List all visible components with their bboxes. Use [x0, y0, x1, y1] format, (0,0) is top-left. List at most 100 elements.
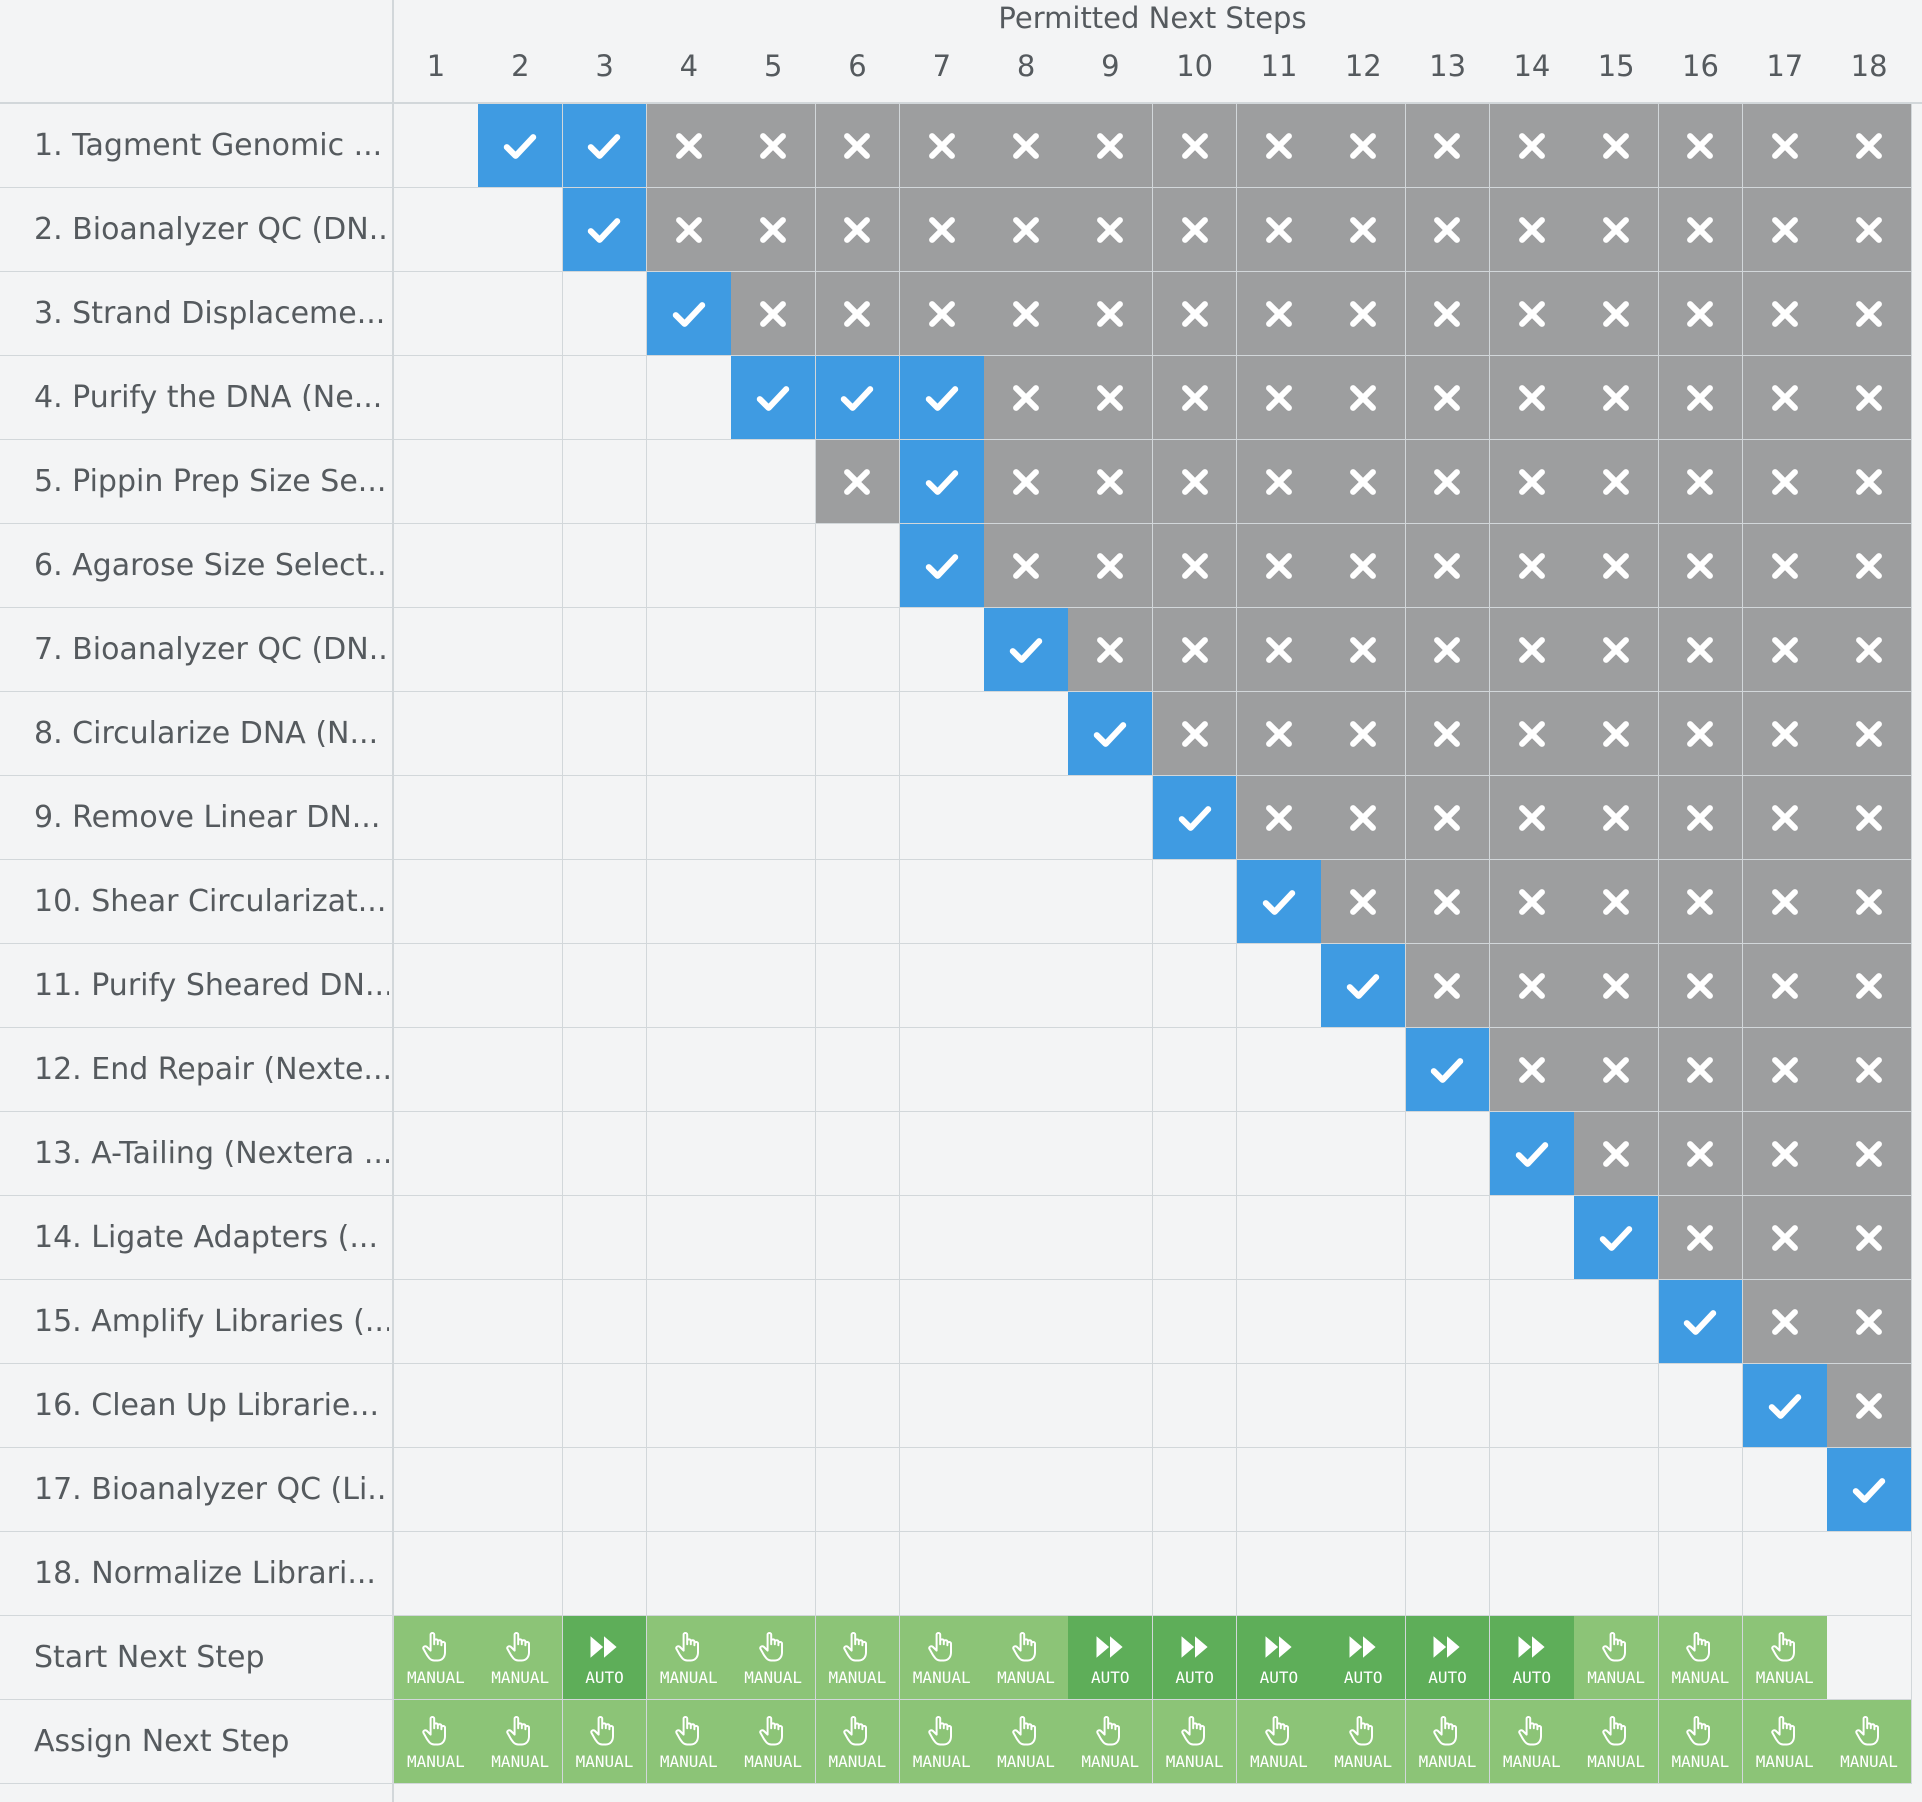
assign-mode-toggle[interactable]: MANUAL [1489, 1700, 1575, 1784]
forbidden-cell[interactable] [1405, 356, 1491, 440]
start-mode-toggle[interactable]: AUTO [1237, 1616, 1322, 1700]
forbidden-cell[interactable] [1321, 440, 1407, 524]
forbidden-cell[interactable] [1405, 188, 1491, 272]
assign-mode-toggle[interactable]: MANUAL [1068, 1700, 1154, 1784]
start-mode-toggle[interactable]: AUTO [1321, 1616, 1407, 1700]
forbidden-cell[interactable] [1827, 1028, 1912, 1112]
start-mode-toggle[interactable]: MANUAL [1658, 1616, 1744, 1700]
forbidden-cell[interactable] [1152, 188, 1238, 272]
forbidden-cell[interactable] [1068, 440, 1154, 524]
forbidden-cell[interactable] [1237, 776, 1322, 860]
forbidden-cell[interactable] [1489, 860, 1575, 944]
forbidden-cell[interactable] [1405, 524, 1491, 608]
permitted-cell[interactable] [1405, 1028, 1491, 1112]
forbidden-cell[interactable] [1152, 608, 1238, 692]
forbidden-cell[interactable] [1574, 440, 1659, 524]
assign-mode-toggle[interactable]: MANUAL [1827, 1700, 1912, 1784]
forbidden-cell[interactable] [1489, 104, 1575, 188]
forbidden-cell[interactable] [1827, 860, 1912, 944]
forbidden-cell[interactable] [1742, 944, 1828, 1028]
assign-mode-toggle[interactable]: MANUAL [1152, 1700, 1238, 1784]
assign-mode-toggle[interactable]: MANUAL [1574, 1700, 1659, 1784]
forbidden-cell[interactable] [1742, 860, 1828, 944]
forbidden-cell[interactable] [899, 188, 985, 272]
forbidden-cell[interactable] [1068, 608, 1154, 692]
forbidden-cell[interactable] [1658, 776, 1744, 860]
start-mode-toggle[interactable]: MANUAL [984, 1616, 1069, 1700]
forbidden-cell[interactable] [1658, 1028, 1744, 1112]
start-mode-toggle[interactable]: MANUAL [899, 1616, 985, 1700]
forbidden-cell[interactable] [1489, 356, 1575, 440]
forbidden-cell[interactable] [1405, 272, 1491, 356]
forbidden-cell[interactable] [1658, 608, 1744, 692]
assign-mode-toggle[interactable]: MANUAL [1321, 1700, 1407, 1784]
forbidden-cell[interactable] [1827, 776, 1912, 860]
permitted-cell[interactable] [984, 608, 1069, 692]
forbidden-cell[interactable] [1827, 524, 1912, 608]
forbidden-cell[interactable] [1574, 104, 1659, 188]
assign-mode-toggle[interactable]: MANUAL [394, 1700, 479, 1784]
permitted-cell[interactable] [1827, 1448, 1912, 1532]
forbidden-cell[interactable] [1237, 692, 1322, 776]
forbidden-cell[interactable] [1742, 104, 1828, 188]
forbidden-cell[interactable] [1321, 356, 1407, 440]
forbidden-cell[interactable] [984, 272, 1069, 356]
forbidden-cell[interactable] [646, 104, 732, 188]
assign-mode-toggle[interactable]: MANUAL [1658, 1700, 1744, 1784]
forbidden-cell[interactable] [1658, 440, 1744, 524]
forbidden-cell[interactable] [1658, 104, 1744, 188]
permitted-cell[interactable] [478, 104, 564, 188]
start-mode-toggle[interactable]: AUTO [1068, 1616, 1154, 1700]
permitted-cell[interactable] [1068, 692, 1154, 776]
forbidden-cell[interactable] [1152, 104, 1238, 188]
forbidden-cell[interactable] [1489, 608, 1575, 692]
permitted-cell[interactable] [899, 440, 985, 524]
forbidden-cell[interactable] [1658, 692, 1744, 776]
permitted-cell[interactable] [646, 272, 732, 356]
forbidden-cell[interactable] [1237, 524, 1322, 608]
forbidden-cell[interactable] [1827, 1196, 1912, 1280]
forbidden-cell[interactable] [1405, 692, 1491, 776]
assign-mode-toggle[interactable]: MANUAL [562, 1700, 648, 1784]
forbidden-cell[interactable] [1658, 1196, 1744, 1280]
forbidden-cell[interactable] [1827, 188, 1912, 272]
forbidden-cell[interactable] [1827, 440, 1912, 524]
forbidden-cell[interactable] [1827, 608, 1912, 692]
assign-mode-toggle[interactable]: MANUAL [984, 1700, 1069, 1784]
forbidden-cell[interactable] [1827, 104, 1912, 188]
forbidden-cell[interactable] [899, 104, 985, 188]
permitted-cell[interactable] [1658, 1280, 1744, 1364]
forbidden-cell[interactable] [1742, 1280, 1828, 1364]
forbidden-cell[interactable] [1237, 356, 1322, 440]
forbidden-cell[interactable] [1321, 104, 1407, 188]
assign-mode-toggle[interactable]: MANUAL [1237, 1700, 1322, 1784]
forbidden-cell[interactable] [1574, 524, 1659, 608]
forbidden-cell[interactable] [1489, 944, 1575, 1028]
forbidden-cell[interactable] [1827, 692, 1912, 776]
forbidden-cell[interactable] [1574, 1112, 1659, 1196]
forbidden-cell[interactable] [1489, 776, 1575, 860]
forbidden-cell[interactable] [1574, 272, 1659, 356]
permitted-cell[interactable] [1489, 1112, 1575, 1196]
forbidden-cell[interactable] [1152, 272, 1238, 356]
start-mode-toggle[interactable]: MANUAL [731, 1616, 816, 1700]
forbidden-cell[interactable] [1827, 1112, 1912, 1196]
forbidden-cell[interactable] [1489, 524, 1575, 608]
assign-mode-toggle[interactable]: MANUAL [1405, 1700, 1491, 1784]
forbidden-cell[interactable] [1405, 440, 1491, 524]
forbidden-cell[interactable] [1742, 776, 1828, 860]
forbidden-cell[interactable] [1068, 356, 1154, 440]
permitted-cell[interactable] [815, 356, 901, 440]
assign-mode-toggle[interactable]: MANUAL [478, 1700, 564, 1784]
forbidden-cell[interactable] [1405, 944, 1491, 1028]
permitted-cell[interactable] [731, 356, 816, 440]
forbidden-cell[interactable] [1574, 356, 1659, 440]
forbidden-cell[interactable] [1405, 608, 1491, 692]
forbidden-cell[interactable] [1237, 608, 1322, 692]
permitted-cell[interactable] [562, 104, 648, 188]
forbidden-cell[interactable] [1574, 860, 1659, 944]
forbidden-cell[interactable] [1237, 104, 1322, 188]
forbidden-cell[interactable] [1574, 608, 1659, 692]
permitted-cell[interactable] [1237, 860, 1322, 944]
forbidden-cell[interactable] [1489, 272, 1575, 356]
